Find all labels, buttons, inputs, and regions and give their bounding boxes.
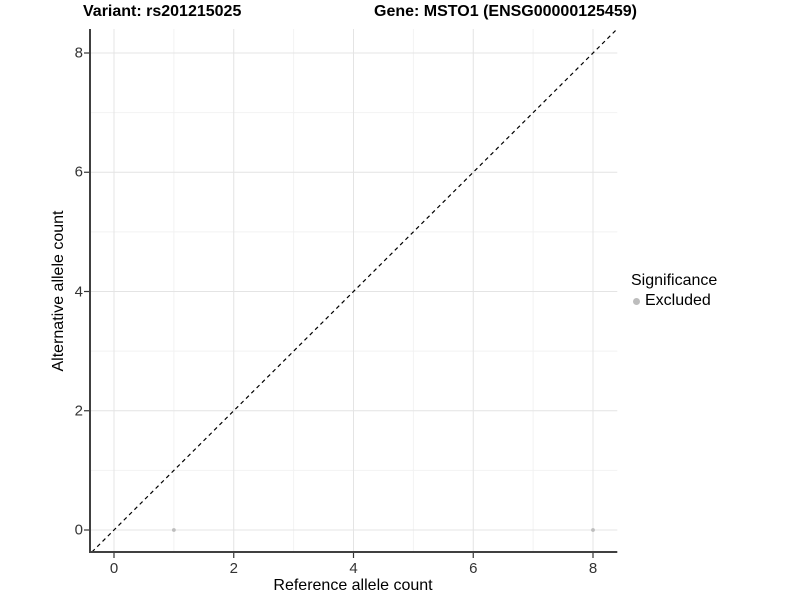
legend-point-icon [633, 297, 640, 305]
data-point [591, 528, 595, 532]
y-tick-label: 6 [74, 163, 83, 181]
x-tick-label: 0 [109, 560, 119, 577]
legend: Significance Excluded [631, 272, 717, 310]
x-tick-label: 8 [588, 560, 598, 577]
legend-title: Significance [631, 272, 718, 289]
y-tick-label: 8 [74, 44, 83, 62]
data-point [171, 528, 176, 532]
y-tick-label: 2 [74, 402, 83, 420]
legend-entry-label: Excluded [645, 292, 711, 309]
x-tick-label: 4 [349, 560, 358, 577]
y-tick-label: 4 [74, 283, 83, 300]
identity-line [91, 28, 618, 553]
plot-title-variant: Variant: rs201215025 [83, 3, 242, 20]
x-axis-label: Reference allele count [273, 577, 433, 594]
y-tick-label: 0 [74, 521, 83, 539]
legend-entry-excluded: Excluded [631, 292, 717, 310]
x-tick-label: 6 [469, 560, 478, 577]
y-axis-label: Alternative allele count [50, 210, 67, 372]
x-tick-label: 2 [229, 560, 238, 577]
plot-title-gene: Gene: MSTO1 (ENSG00000125459) [374, 3, 637, 20]
